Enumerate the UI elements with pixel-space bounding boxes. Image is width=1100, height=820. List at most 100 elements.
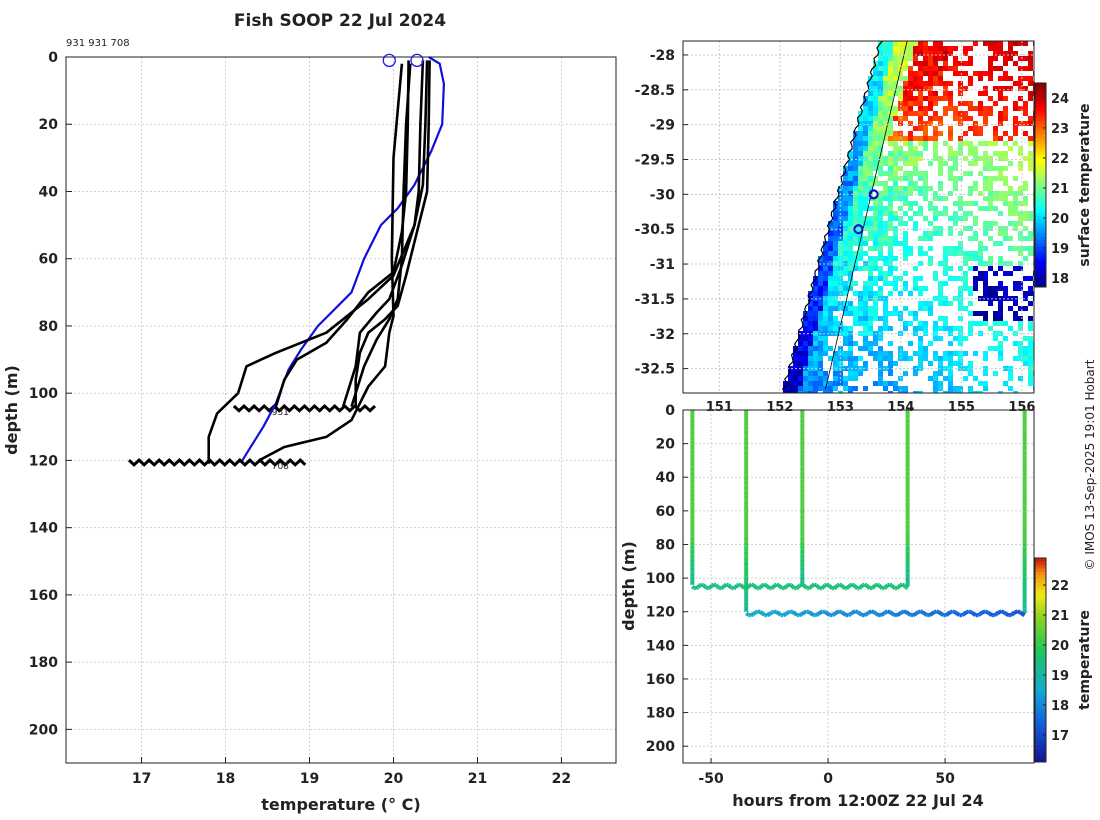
temp-colorbar-segment	[1035, 653, 1046, 658]
sst-cell	[933, 321, 938, 326]
sst-cell	[848, 196, 853, 201]
sst-cell	[913, 391, 918, 393]
sst-cell	[878, 116, 883, 121]
x-tick-label: 17	[132, 771, 151, 787]
sst-cell	[908, 96, 913, 101]
sst-cell	[868, 116, 873, 121]
sst-cell	[813, 371, 818, 376]
sst-cell	[903, 391, 908, 393]
sst-cell	[828, 311, 833, 316]
plot-frame	[65, 56, 617, 764]
sst-cell	[1003, 296, 1008, 301]
sst-cell	[1013, 51, 1018, 56]
sst-cell	[888, 261, 893, 266]
sst-cell	[1028, 211, 1033, 216]
sst-cell	[983, 271, 988, 276]
sst-cell	[903, 96, 908, 101]
map-y-tick-label: -29.5	[635, 152, 675, 168]
sst-cell	[918, 111, 923, 116]
sst-cell	[908, 156, 913, 161]
sst-cell	[878, 356, 883, 361]
sst-cell	[928, 261, 933, 266]
sst-cell	[1013, 131, 1018, 136]
sst-cell	[793, 346, 798, 351]
sst-cell	[828, 391, 833, 393]
track-segment	[933, 609, 938, 615]
sst-cell	[953, 336, 958, 341]
track-segment	[937, 610, 943, 616]
sst-cell	[873, 126, 878, 131]
sst-cell	[883, 301, 888, 306]
sst-cell	[938, 171, 943, 176]
time-y-tick-label: 40	[656, 470, 676, 486]
sst-cell	[923, 171, 928, 176]
sst-cell	[863, 146, 868, 151]
sst-cell	[948, 371, 953, 376]
sst-cell	[878, 196, 883, 201]
sst-cell	[978, 256, 983, 261]
track-segment	[849, 610, 855, 616]
sst-cell	[928, 56, 933, 61]
sst-cell	[1003, 71, 1008, 76]
series-line-profile-6	[350, 63, 412, 407]
sst-cell	[918, 206, 923, 211]
sst-cell	[853, 266, 858, 271]
sst-cell	[903, 116, 908, 121]
sst-cell	[813, 281, 818, 286]
sst-cell	[838, 186, 843, 191]
y-tick-label: 20	[39, 117, 59, 133]
sst-cell	[1023, 276, 1028, 281]
sst-cell	[893, 141, 898, 146]
sst-cell	[953, 116, 958, 121]
sst-cell	[918, 71, 923, 76]
sst-cell	[983, 116, 988, 121]
sst-cell	[873, 336, 878, 341]
sst-cell	[978, 276, 983, 281]
sst-cell	[878, 326, 883, 331]
sst-cell	[893, 211, 898, 216]
sst-cell	[948, 146, 953, 151]
track-segment	[770, 585, 775, 591]
sst-cell	[943, 91, 948, 96]
track-segment	[982, 609, 986, 615]
sst-cell	[963, 306, 968, 311]
sst-cell	[883, 311, 888, 316]
sst-cell	[903, 61, 908, 66]
map-x-tick-label: 154	[887, 400, 914, 415]
sst-cell	[888, 41, 893, 46]
sst-cell	[858, 166, 863, 171]
sst-cell	[908, 311, 913, 316]
temp-colorbar-label: temperature	[1077, 610, 1093, 710]
sst-cell	[878, 71, 883, 76]
sst-cell	[908, 216, 913, 221]
sst-cell	[983, 381, 988, 386]
sst-cell	[888, 156, 893, 161]
sst-cell	[813, 286, 818, 291]
sst-cell	[858, 216, 863, 221]
sst-cell	[868, 106, 873, 111]
sst-colorbar-segment	[1035, 130, 1046, 135]
sst-cell	[1008, 306, 1013, 311]
sst-cell	[848, 341, 853, 346]
sst-cell	[858, 136, 863, 141]
sst-cell	[863, 296, 868, 301]
temp-colorbar-segment	[1035, 561, 1046, 566]
sst-colorbar-segment	[1035, 191, 1046, 196]
sst-cell	[868, 311, 873, 316]
sst-cell	[913, 211, 918, 216]
track-segment	[887, 609, 891, 614]
sst-cell	[858, 146, 863, 151]
sst-cell	[973, 311, 978, 316]
sst-cell	[983, 186, 988, 191]
sst-cell	[883, 71, 888, 76]
sst-cell	[1008, 186, 1013, 191]
sst-cell	[873, 161, 878, 166]
sst-cell	[978, 156, 983, 161]
station-marker	[853, 224, 864, 235]
sst-cell	[908, 56, 913, 61]
sst-cell	[983, 291, 988, 296]
sst-cell	[1008, 211, 1013, 216]
sst-cell	[868, 181, 873, 186]
sst-cell	[863, 161, 868, 166]
sst-cell	[868, 321, 873, 326]
